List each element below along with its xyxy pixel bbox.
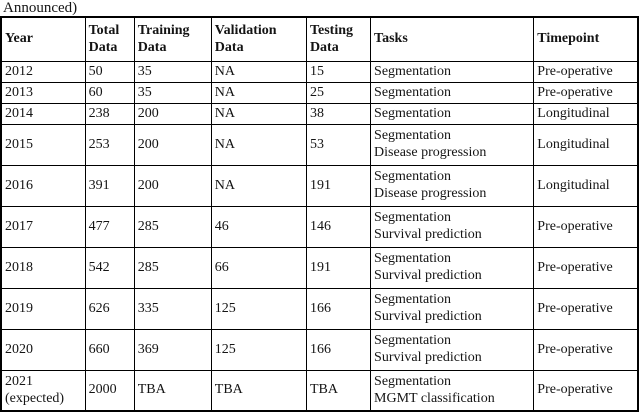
cell-year: 2020 xyxy=(0,328,86,371)
cell-validation: 125 xyxy=(210,328,307,371)
cell-tasks: Segmentation Disease progression xyxy=(370,123,535,166)
table-row: 2018 542 285 66 191 Segmentation Surviva… xyxy=(0,246,639,289)
cell-total: 660 xyxy=(84,328,135,371)
table-row: 2012 50 35 NA 15 Segmentation Pre-operat… xyxy=(0,60,639,83)
cell-tasks: Segmentation Survival prediction xyxy=(370,287,535,330)
cell-testing: 166 xyxy=(305,328,372,371)
cell-validation: 46 xyxy=(210,205,307,248)
cell-year: 2021 (expected) xyxy=(0,369,86,412)
cell-total: 391 xyxy=(84,164,135,207)
cell-tasks: Segmentation MGMT classification xyxy=(370,369,535,412)
cell-year: 2013 xyxy=(0,81,86,104)
brats-dataset-table: Year Total Data Training Data Validation… xyxy=(0,16,639,412)
header-timepoint: Timepoint xyxy=(533,16,639,62)
caption-fragment: Announced) xyxy=(3,0,78,16)
cell-testing: 166 xyxy=(305,287,372,330)
cell-training: 200 xyxy=(133,123,212,166)
cell-year: 2017 xyxy=(0,205,86,248)
table-row: 2017 477 285 46 146 Segmentation Surviva… xyxy=(0,205,639,248)
cell-testing: 191 xyxy=(305,164,372,207)
cell-timepoint: Longitudinal xyxy=(533,164,639,207)
cell-tasks: Segmentation Survival prediction xyxy=(370,205,535,248)
cell-total: 238 xyxy=(84,102,135,125)
cell-timepoint: Longitudinal xyxy=(533,123,639,166)
cell-training: 285 xyxy=(133,246,212,289)
cell-testing: 15 xyxy=(305,60,372,83)
table-row: 2013 60 35 NA 25 Segmentation Pre-operat… xyxy=(0,81,639,104)
cell-tasks: Segmentation xyxy=(370,81,535,104)
cell-training: 35 xyxy=(133,60,212,83)
table-row: 2019 626 335 125 166 Segmentation Surviv… xyxy=(0,287,639,330)
cell-timepoint: Pre-operative xyxy=(533,246,639,289)
cell-tasks: Segmentation Survival prediction xyxy=(370,328,535,371)
table-row: 2016 391 200 NA 191 Segmentation Disease… xyxy=(0,164,639,207)
cell-year: 2012 xyxy=(0,60,86,83)
cell-total: 253 xyxy=(84,123,135,166)
header-testing-data: Testing Data xyxy=(305,16,372,62)
cell-validation: TBA xyxy=(210,369,307,412)
cell-timepoint: Pre-operative xyxy=(533,60,639,83)
cell-timepoint: Longitudinal xyxy=(533,102,639,125)
cell-validation: NA xyxy=(210,102,307,125)
header-row: Year Total Data Training Data Validation… xyxy=(0,16,639,62)
cell-timepoint: Pre-operative xyxy=(533,328,639,371)
cell-total: 477 xyxy=(84,205,135,248)
cell-total: 542 xyxy=(84,246,135,289)
cell-testing: 25 xyxy=(305,81,372,104)
table-row: 2015 253 200 NA 53 Segmentation Disease … xyxy=(0,123,639,166)
cell-year: 2014 xyxy=(0,102,86,125)
cell-validation: NA xyxy=(210,81,307,104)
cell-total: 50 xyxy=(84,60,135,83)
cell-year: 2016 xyxy=(0,164,86,207)
header-validation-data: Validation Data xyxy=(210,16,307,62)
cell-timepoint: Pre-operative xyxy=(533,205,639,248)
cell-training: 35 xyxy=(133,81,212,104)
table-row: 2020 660 369 125 166 Segmentation Surviv… xyxy=(0,328,639,371)
cell-training: 200 xyxy=(133,164,212,207)
cell-training: 200 xyxy=(133,102,212,125)
cell-year: 2019 xyxy=(0,287,86,330)
cell-total: 626 xyxy=(84,287,135,330)
cell-total: 60 xyxy=(84,81,135,104)
header-training-data: Training Data xyxy=(133,16,212,62)
cell-tasks: Segmentation Survival prediction xyxy=(370,246,535,289)
cell-timepoint: Pre-operative xyxy=(533,369,639,412)
cell-tasks: Segmentation xyxy=(370,60,535,83)
cell-year: 2018 xyxy=(0,246,86,289)
cell-testing: 53 xyxy=(305,123,372,166)
cell-timepoint: Pre-operative xyxy=(533,287,639,330)
cell-training: 285 xyxy=(133,205,212,248)
cell-validation: NA xyxy=(210,60,307,83)
cell-validation: NA xyxy=(210,123,307,166)
header-total-data: Total Data xyxy=(84,16,135,62)
cell-year: 2015 xyxy=(0,123,86,166)
cell-testing: 38 xyxy=(305,102,372,125)
cell-validation: NA xyxy=(210,164,307,207)
cell-testing: 191 xyxy=(305,246,372,289)
cell-training: TBA xyxy=(133,369,212,412)
header-tasks: Tasks xyxy=(370,16,535,62)
table-row: 2021 (expected) 2000 TBA TBA TBA Segment… xyxy=(0,369,639,412)
cell-training: 335 xyxy=(133,287,212,330)
cell-tasks: Segmentation xyxy=(370,102,535,125)
cell-testing: 146 xyxy=(305,205,372,248)
cell-total: 2000 xyxy=(84,369,135,412)
cell-validation: 125 xyxy=(210,287,307,330)
table-row: 2014 238 200 NA 38 Segmentation Longitud… xyxy=(0,102,639,125)
header-year: Year xyxy=(0,16,86,62)
cell-tasks: Segmentation Disease progression xyxy=(370,164,535,207)
cell-testing: TBA xyxy=(305,369,372,412)
cell-timepoint: Pre-operative xyxy=(533,81,639,104)
cell-validation: 66 xyxy=(210,246,307,289)
cell-training: 369 xyxy=(133,328,212,371)
